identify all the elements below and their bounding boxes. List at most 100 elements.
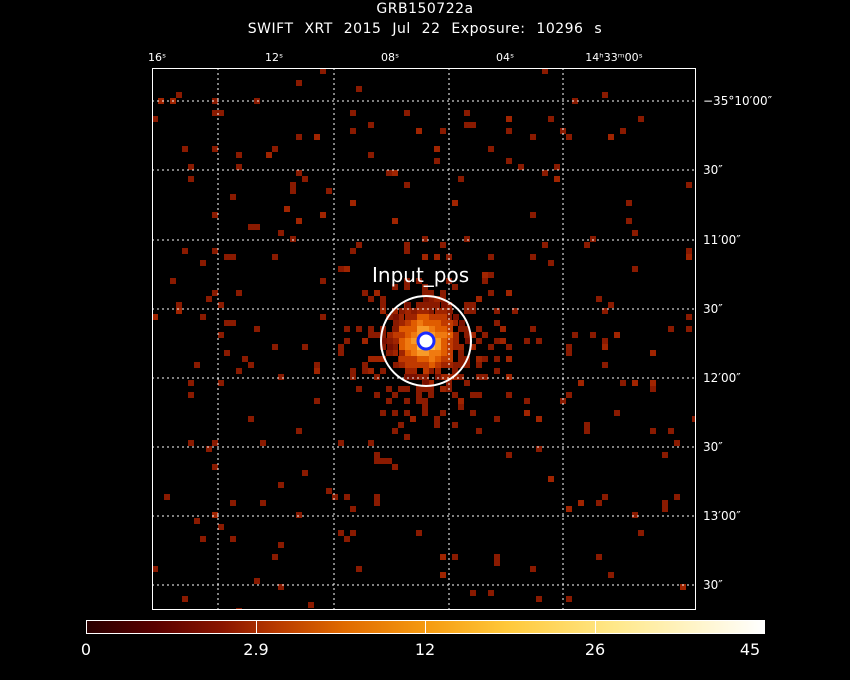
dec-tick-label: 30″: [703, 163, 723, 177]
coordinate-grid: [152, 68, 696, 610]
count-pixel: [686, 254, 692, 260]
count-pixel: [524, 338, 530, 344]
count-pixel: [459, 356, 465, 362]
count-pixel: [494, 308, 500, 314]
count-pixel: [429, 362, 435, 368]
count-pixel: [674, 440, 680, 446]
count-pixel: [296, 134, 302, 140]
count-pixel: [188, 380, 194, 386]
count-pixel: [482, 356, 488, 362]
count-pixel: [632, 380, 638, 386]
count-pixel: [464, 122, 470, 128]
count-pixel: [506, 392, 512, 398]
count-pixel: [458, 176, 464, 182]
count-pixel: [332, 494, 338, 500]
count-pixel: [236, 368, 242, 374]
count-pixel: [368, 122, 374, 128]
count-pixel: [434, 254, 440, 260]
count-pixel: [452, 554, 458, 560]
count-pixel: [212, 290, 218, 296]
count-pixel: [393, 314, 399, 320]
count-pixel: [423, 314, 429, 320]
count-pixel: [405, 302, 411, 308]
count-pixel: [608, 134, 614, 140]
count-pixel: [429, 314, 435, 320]
count-pixel: [614, 410, 620, 416]
count-pixel: [662, 500, 668, 506]
count-pixel: [399, 350, 405, 356]
count-pixel: [254, 326, 260, 332]
count-pixel: [405, 362, 411, 368]
count-pixel: [435, 308, 441, 314]
count-pixel: [296, 428, 302, 434]
count-pixel: [470, 332, 476, 338]
count-pixel: [350, 530, 356, 536]
count-pixel: [542, 242, 548, 248]
ra-tick-label: 16ˢ: [147, 51, 167, 64]
count-pixel: [506, 356, 512, 362]
count-pixel: [530, 212, 536, 218]
count-pixel: [686, 182, 692, 188]
count-pixel: [230, 536, 236, 542]
count-pixel: [458, 374, 464, 380]
count-pixel: [404, 242, 410, 248]
count-pixel: [417, 320, 423, 326]
count-pixel: [405, 314, 411, 320]
count-pixel: [464, 326, 470, 332]
count-pixel: [236, 152, 242, 158]
count-pixel: [440, 290, 446, 296]
count-pixel: [416, 398, 422, 404]
count-pixel: [602, 92, 608, 98]
count-pixel: [476, 428, 482, 434]
count-pixel: [417, 374, 423, 380]
count-pixel: [350, 506, 356, 512]
count-pixel: [278, 542, 284, 548]
colorbar-label: 26: [584, 640, 606, 659]
count-pixel: [368, 332, 374, 338]
count-pixel: [447, 308, 453, 314]
count-pixel: [548, 116, 554, 122]
count-pixel: [152, 566, 158, 572]
count-pixel: [422, 410, 428, 416]
count-pixel: [423, 296, 429, 302]
count-pixel: [314, 368, 320, 374]
count-pixel: [338, 344, 344, 350]
count-pixel: [218, 110, 224, 116]
count-pixel: [212, 440, 218, 446]
count-pixel: [224, 254, 230, 260]
count-pixel: [381, 338, 387, 344]
count-pixel: [417, 314, 423, 320]
count-pixel: [494, 338, 500, 344]
count-pixel: [404, 434, 410, 440]
count-pixel: [440, 386, 446, 392]
count-pixel: [476, 296, 482, 302]
count-pixel: [320, 212, 326, 218]
count-pixel: [602, 308, 608, 314]
count-pixel: [470, 590, 476, 596]
count-pixel: [566, 596, 572, 602]
count-pixel: [374, 356, 380, 362]
count-pixel: [572, 332, 578, 338]
count-pixel: [326, 488, 332, 494]
count-pixel: [182, 146, 188, 152]
count-pixel: [650, 350, 656, 356]
count-pixel: [302, 176, 308, 182]
count-pixel: [435, 368, 441, 374]
count-pixel: [458, 350, 464, 356]
count-pixel: [326, 188, 332, 194]
count-pixel: [465, 338, 471, 344]
count-pixel: [302, 344, 308, 350]
count-pixel: [452, 374, 458, 380]
count-pixel: [435, 314, 441, 320]
count-pixel: [602, 494, 608, 500]
count-pixel: [423, 320, 429, 326]
count-pixel: [452, 392, 458, 398]
count-pixel: [368, 326, 374, 332]
count-pixel: [344, 536, 350, 542]
count-pixel: [374, 452, 380, 458]
count-pixel: [398, 314, 404, 320]
count-pixel: [387, 338, 393, 344]
count-pixel: [338, 266, 344, 272]
count-pixel: [206, 446, 212, 452]
count-pixel: [435, 344, 441, 350]
